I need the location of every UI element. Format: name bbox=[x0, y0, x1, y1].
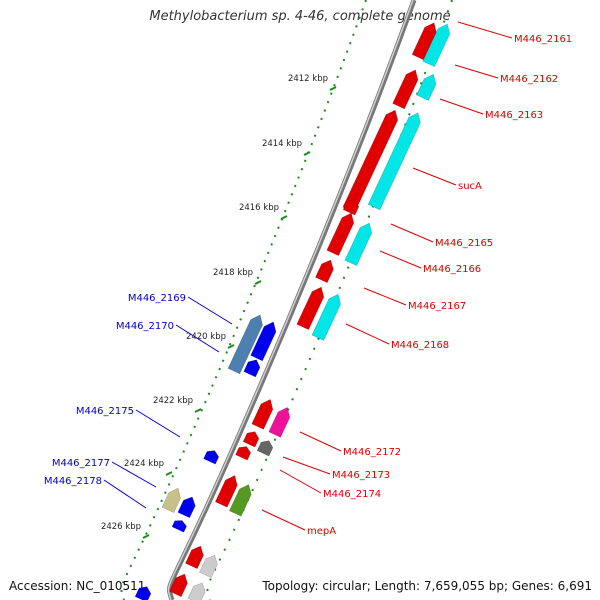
tick-label: 2422 kbp bbox=[153, 396, 193, 406]
reverse-leader-line bbox=[135, 409, 181, 438]
forward-leader-line bbox=[363, 287, 407, 306]
genome-backbone-highlight bbox=[167, 0, 414, 600]
reverse-gene-4 bbox=[171, 520, 187, 533]
forward-gene-9 bbox=[235, 446, 252, 461]
feature-block-3 bbox=[344, 222, 373, 267]
feature-block-9 bbox=[187, 582, 206, 600]
forward-leader-line bbox=[299, 431, 342, 452]
tick-label: 2416 kbp bbox=[239, 203, 279, 213]
map-title: Methylobacterium sp. 4-46, complete geno… bbox=[149, 9, 451, 24]
tick-label: 2424 kbp bbox=[124, 459, 164, 469]
forward-gene-label: M446_2174 bbox=[323, 489, 381, 500]
reverse-gene-label: M446_2175 bbox=[76, 406, 134, 417]
tick-mark bbox=[142, 534, 150, 539]
tick-mark bbox=[194, 408, 202, 413]
feature-block-7 bbox=[229, 484, 252, 517]
reverse-gene-label: M446_2178 bbox=[44, 476, 102, 487]
forward-gene-label: M446_2163 bbox=[485, 110, 543, 121]
inner-track-line bbox=[120, 0, 367, 600]
forward-leader-line bbox=[390, 223, 434, 243]
reverse-feature-1 bbox=[161, 487, 181, 513]
forward-gene-8 bbox=[242, 431, 260, 448]
reverse-leader-line bbox=[187, 296, 233, 325]
tick-mark bbox=[303, 151, 311, 156]
forward-gene-label: M446_2167 bbox=[408, 301, 466, 312]
tick-label: 2420 kbp bbox=[186, 332, 226, 342]
forward-leader-line bbox=[457, 21, 513, 39]
forward-leader-line bbox=[454, 64, 499, 79]
reverse-gene-3 bbox=[177, 496, 196, 519]
reverse-leader-line bbox=[103, 479, 147, 509]
reverse-leader-line bbox=[175, 324, 220, 353]
genome-backbone bbox=[167, 0, 417, 600]
feature-block-0 bbox=[422, 23, 451, 68]
forward-gene-label: M446_2172 bbox=[343, 447, 401, 458]
forward-gene-4 bbox=[326, 212, 355, 257]
forward-gene-0 bbox=[411, 22, 437, 61]
forward-leader-line bbox=[412, 167, 457, 186]
feature-block-5 bbox=[268, 407, 291, 438]
forward-gene-12 bbox=[169, 573, 188, 598]
forward-gene-label: M446_2168 bbox=[391, 340, 449, 351]
forward-leader-line bbox=[261, 509, 306, 531]
feature-block-1 bbox=[416, 73, 437, 101]
forward-gene-label: M446_2162 bbox=[500, 74, 558, 85]
tick-label: 2418 kbp bbox=[213, 268, 253, 278]
reverse-gene-2 bbox=[203, 450, 220, 465]
forward-gene-11 bbox=[185, 545, 204, 570]
reverse-leader-line bbox=[111, 461, 157, 488]
reverse-feature-0 bbox=[227, 314, 263, 375]
tick-mark bbox=[227, 344, 235, 349]
forward-leader-line bbox=[439, 98, 484, 115]
tick-label: 2426 kbp bbox=[101, 522, 141, 532]
forward-leader-line bbox=[345, 323, 390, 345]
forward-leader-line bbox=[279, 469, 322, 494]
forward-gene-3 bbox=[342, 199, 360, 216]
accession-label: Accession: NC_010511 bbox=[9, 579, 146, 593]
tick-label: 2412 kbp bbox=[288, 74, 328, 84]
tick-mark bbox=[165, 471, 173, 476]
forward-gene-label: M446_2166 bbox=[423, 264, 481, 275]
reverse-gene-0 bbox=[250, 321, 277, 362]
forward-gene-1 bbox=[392, 69, 419, 110]
reverse-gene-label: M446_2169 bbox=[128, 293, 186, 304]
reverse-gene-5 bbox=[134, 586, 152, 600]
reverse-gene-label: M446_2177 bbox=[52, 458, 110, 469]
forward-gene-label: M446_2165 bbox=[435, 238, 493, 249]
forward-gene-label: M446_2173 bbox=[332, 470, 390, 481]
forward-gene-7 bbox=[251, 399, 274, 430]
forward-gene-10 bbox=[215, 475, 238, 508]
tick-mark bbox=[280, 215, 288, 220]
forward-leader-line bbox=[282, 456, 331, 475]
forward-gene-label: mepA bbox=[307, 526, 336, 537]
reverse-gene-1 bbox=[243, 359, 261, 378]
forward-gene-label: sucA bbox=[458, 181, 482, 192]
tick-mark bbox=[254, 280, 262, 285]
forward-gene-label: M446_2161 bbox=[514, 34, 572, 45]
reverse-gene-label: M446_2170 bbox=[116, 321, 174, 332]
feature-block-2 bbox=[367, 112, 421, 211]
tick-mark bbox=[329, 86, 337, 91]
feature-block-8 bbox=[199, 554, 218, 579]
forward-leader-line bbox=[379, 250, 422, 269]
feature-block-6 bbox=[256, 440, 274, 457]
feature-block-4 bbox=[311, 293, 341, 341]
forward-gene-5 bbox=[315, 259, 334, 284]
forward-gene-6 bbox=[296, 286, 325, 331]
topology-label: Topology: circular; Length: 7,659,055 bp… bbox=[262, 579, 592, 593]
tick-label: 2414 kbp bbox=[262, 139, 302, 149]
